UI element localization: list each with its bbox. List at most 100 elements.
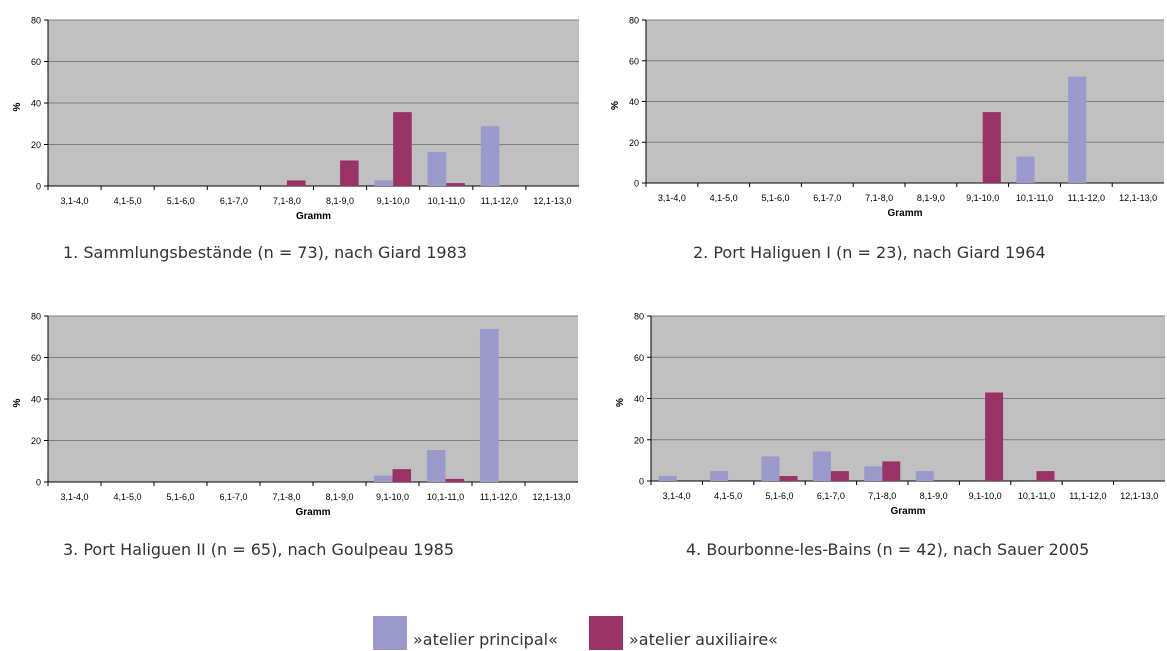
- y-tick-label: 0: [634, 179, 639, 189]
- bar-principal: [1016, 156, 1035, 183]
- x-tick-label: 3,1-4,0: [658, 193, 686, 203]
- y-tick-label: 80: [31, 312, 41, 322]
- y-tick-label: 0: [36, 182, 41, 192]
- legend-swatch-auxiliaire: [589, 616, 623, 650]
- x-axis-title: Gramm: [890, 506, 925, 517]
- x-tick-label: 7,1-8,0: [865, 193, 893, 203]
- x-tick-label: 5,1-6,0: [167, 196, 195, 206]
- bar-auxiliaire: [446, 183, 465, 186]
- y-tick-label: 40: [634, 394, 644, 404]
- x-tick-label: 4,1-5,0: [710, 193, 738, 203]
- x-tick-label: 11,1-12,0: [1068, 193, 1105, 203]
- x-tick-label: 10,1-11,0: [1016, 193, 1053, 203]
- y-tick-label: 20: [634, 435, 644, 445]
- x-tick-label: 9,1-10,0: [969, 491, 1002, 501]
- chart-caption-2: 2. Port Haliguen I (n = 23), nach Giard …: [693, 243, 1046, 262]
- x-tick-label: 11,1-12,0: [1069, 491, 1106, 501]
- y-tick-label: 80: [634, 312, 644, 322]
- y-tick-label: 60: [629, 56, 639, 66]
- x-tick-label: 9,1-10,0: [966, 193, 999, 203]
- x-tick-label: 6,1-7,0: [219, 492, 247, 502]
- x-tick-label: 11,1-12,0: [481, 196, 518, 206]
- y-tick-label: 0: [639, 477, 644, 487]
- y-tick-label: 80: [31, 16, 41, 26]
- bar-auxiliaire: [340, 160, 359, 186]
- bar-principal: [427, 151, 447, 186]
- y-tick-label: 20: [31, 140, 41, 150]
- bar-principal: [1068, 76, 1087, 183]
- bar-auxiliaire: [1036, 471, 1055, 481]
- y-axis-title: %: [615, 398, 626, 407]
- bar-principal: [915, 471, 934, 481]
- chart-caption-3: 3. Port Haliguen II (n = 65), nach Goulp…: [63, 540, 454, 559]
- x-tick-label: 3,1-4,0: [663, 491, 691, 501]
- x-tick-label: 5,1-6,0: [761, 193, 789, 203]
- bar-auxiliaire: [882, 461, 901, 481]
- x-axis-title: Gramm: [295, 507, 330, 518]
- y-tick-label: 0: [36, 478, 41, 488]
- chart-caption-1: 1. Sammlungsbestände (n = 73), nach Giar…: [63, 243, 467, 262]
- x-tick-label: 8,1-9,0: [325, 492, 353, 502]
- bar-auxiliaire: [392, 469, 412, 482]
- x-tick-label: 7,1-8,0: [868, 491, 896, 501]
- y-axis-title: %: [12, 398, 23, 407]
- x-tick-label: 11,1-12,0: [480, 492, 517, 502]
- x-tick-label: 6,1-7,0: [220, 196, 248, 206]
- bar-principal: [864, 466, 883, 481]
- legend-label-principal: »atelier principal«: [413, 630, 558, 649]
- bar-auxiliaire: [779, 476, 798, 481]
- bar-auxiliaire: [982, 112, 1001, 183]
- y-tick-label: 20: [31, 436, 41, 446]
- x-tick-label: 6,1-7,0: [817, 491, 845, 501]
- x-tick-label: 9,1-10,0: [376, 492, 409, 502]
- x-tick-label: 7,1-8,0: [273, 196, 301, 206]
- chart-legend: »atelier principal« »atelier auxiliaire«: [0, 614, 1167, 651]
- x-tick-label: 9,1-10,0: [377, 196, 410, 206]
- legend-swatch-principal: [373, 616, 407, 650]
- x-tick-label: 3,1-4,0: [61, 196, 89, 206]
- bar-principal: [373, 475, 393, 482]
- x-tick-label: 4,1-5,0: [114, 196, 142, 206]
- bar-principal: [812, 451, 831, 481]
- bar-principal: [761, 456, 780, 481]
- bar-principal: [710, 471, 729, 481]
- x-tick-label: 10,1-11,0: [428, 196, 465, 206]
- x-tick-label: 4,1-5,0: [714, 491, 742, 501]
- bar-principal: [658, 476, 677, 481]
- x-tick-label: 3,1-4,0: [60, 492, 88, 502]
- y-tick-label: 60: [634, 353, 644, 363]
- bar-principal: [480, 126, 500, 186]
- y-tick-label: 80: [629, 16, 639, 26]
- x-tick-label: 12,1-13,0: [1120, 491, 1158, 501]
- y-tick-label: 60: [31, 57, 41, 67]
- x-axis-title: Gramm: [887, 208, 922, 219]
- y-tick-label: 40: [31, 99, 41, 109]
- bar-auxiliaire: [830, 471, 849, 481]
- bar-auxiliaire: [985, 392, 1004, 481]
- x-tick-label: 12,1-13,0: [533, 196, 571, 206]
- x-tick-label: 10,1-11,0: [1018, 491, 1055, 501]
- bar-auxiliaire: [393, 112, 412, 186]
- x-tick-label: 5,1-6,0: [166, 492, 194, 502]
- chart-caption-4: 4. Bourbonne-les-Bains (n = 42), nach Sa…: [686, 540, 1090, 559]
- x-tick-label: 7,1-8,0: [272, 492, 300, 502]
- bar-auxiliaire: [445, 478, 465, 482]
- x-tick-label: 12,1-13,0: [532, 492, 570, 502]
- y-tick-label: 20: [629, 138, 639, 148]
- y-axis-title: %: [610, 101, 621, 110]
- x-tick-label: 10,1-11,0: [427, 492, 464, 502]
- x-tick-label: 8,1-9,0: [326, 196, 354, 206]
- x-tick-label: 8,1-9,0: [920, 491, 948, 501]
- x-tick-label: 8,1-9,0: [917, 193, 945, 203]
- bar-principal: [479, 328, 499, 482]
- legend-label-auxiliaire: »atelier auxiliaire«: [629, 630, 778, 649]
- x-tick-label: 5,1-6,0: [765, 491, 793, 501]
- y-tick-label: 60: [31, 353, 41, 363]
